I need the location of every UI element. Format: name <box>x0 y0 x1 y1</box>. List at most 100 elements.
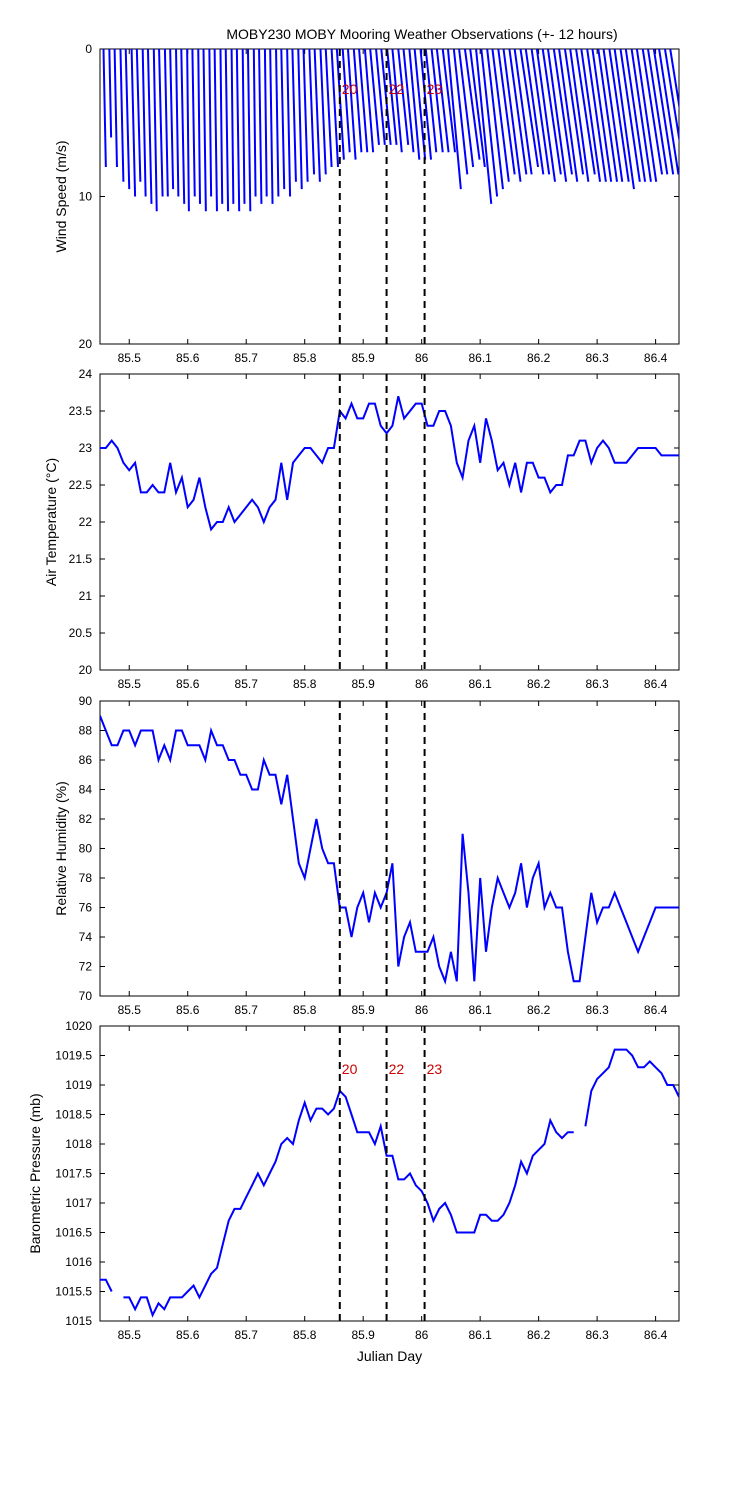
wind-stick <box>491 49 510 182</box>
y-tick-label: 1019.5 <box>55 1049 92 1063</box>
wind-stick <box>475 49 493 204</box>
x-tick-label: 85.6 <box>176 677 200 691</box>
wind-stick <box>197 49 202 204</box>
wind-stick <box>647 49 669 175</box>
y-tick-label: 70 <box>79 989 93 1003</box>
wind-stick <box>497 49 516 175</box>
x-tick-label: 85.8 <box>293 351 317 365</box>
y-axis-label: Air Temperature (°C) <box>43 458 59 586</box>
y-tick-label: 74 <box>79 930 93 944</box>
wind-stick <box>230 49 235 204</box>
wind-stick <box>458 49 475 168</box>
wind-stick <box>224 49 230 212</box>
y-tick-label: 22.5 <box>69 478 93 492</box>
x-tick-label: 86 <box>415 1003 429 1017</box>
wind-stick <box>430 49 444 153</box>
event-label: 20 <box>342 1061 358 1077</box>
series-line <box>100 395 679 532</box>
wind-stick <box>135 49 142 182</box>
wind-stick <box>519 49 540 168</box>
wind-stick <box>508 49 528 175</box>
y-tick-label: 22 <box>79 515 93 529</box>
x-tick-label: 86 <box>415 1328 429 1342</box>
wind-stick <box>641 49 664 175</box>
wind-stick <box>130 49 137 197</box>
x-tick-label: 85.6 <box>176 1328 200 1342</box>
y-tick-label: 23.5 <box>69 404 93 418</box>
wind-stick <box>524 49 545 175</box>
x-tick-label: 86.2 <box>527 1328 551 1342</box>
wind-stick <box>630 49 652 182</box>
wind-stick <box>535 49 557 182</box>
wind-stick <box>446 49 462 190</box>
x-axis-label: Julian Day <box>357 1348 422 1364</box>
wind-stick <box>441 49 456 153</box>
wind-stick <box>435 49 450 153</box>
y-tick-label: 0 <box>85 42 92 56</box>
wind-stick <box>608 49 630 182</box>
wind-stick <box>586 49 607 182</box>
wind-stick <box>513 49 533 175</box>
x-tick-label: 86.1 <box>468 1003 492 1017</box>
data-layer <box>100 1048 679 1318</box>
y-tick-label: 1016.5 <box>55 1226 92 1240</box>
wind-stick <box>113 49 118 168</box>
wind-stick <box>375 49 386 145</box>
y-tick-label: 1018 <box>65 1137 92 1151</box>
wind-stick <box>469 49 486 168</box>
wind-stick <box>202 49 207 212</box>
wind-stick <box>208 49 213 197</box>
wind-stick <box>141 49 147 197</box>
y-tick-label: 86 <box>79 753 93 767</box>
x-tick-label: 86.2 <box>527 1003 551 1017</box>
wind-stick <box>424 49 438 153</box>
wind-stick <box>346 49 357 160</box>
wind-stick <box>663 49 679 144</box>
x-tick-label: 85.8 <box>293 1003 317 1017</box>
wind-stick <box>575 49 596 175</box>
wind-stick <box>263 49 268 197</box>
wind-stick <box>163 49 169 197</box>
wind-stick <box>175 49 180 197</box>
x-tick-label: 85.5 <box>118 1328 142 1342</box>
event-label: 22 <box>389 81 405 97</box>
plot-area <box>99 373 680 671</box>
wind-stick <box>480 49 499 197</box>
wind-stick <box>613 49 635 190</box>
wind-stick <box>319 49 327 175</box>
wind-stick <box>280 49 286 190</box>
y-tick-label: 1020 <box>65 1019 92 1033</box>
wind-stick <box>652 49 675 175</box>
wind-stick <box>108 49 113 138</box>
x-tick-label: 86.1 <box>468 1328 492 1342</box>
x-tick-label: 86.3 <box>585 1328 609 1342</box>
panel-2: 85.5 85.6 85.7 85.8 85.9 86 86.1 86.2 86.3 86.4 20… <box>43 367 680 691</box>
y-tick-label: 72 <box>79 960 93 974</box>
wind-stick <box>341 49 351 153</box>
wind-stick <box>313 49 321 182</box>
wind-stick <box>419 49 433 160</box>
wind-stick <box>152 49 158 212</box>
x-tick-label: 86.1 <box>468 351 492 365</box>
x-tick-label: 86.3 <box>585 1003 609 1017</box>
wind-stick <box>602 49 624 182</box>
wind-stick <box>624 49 647 182</box>
wind-stick <box>486 49 504 190</box>
x-tick-label: 85.6 <box>176 351 200 365</box>
series-line <box>123 1089 574 1318</box>
y-tick-label: 84 <box>79 783 93 797</box>
wind-stick <box>269 49 274 204</box>
wind-stick <box>275 49 280 197</box>
panel-1: 85.5 85.6 85.7 85.8 85.9 86 86.1 86.2 86.3 86.4 0 1… <box>53 42 680 365</box>
wind-stick <box>558 49 579 182</box>
y-tick-label: 1015.5 <box>55 1285 92 1299</box>
y-tick-label: 1018.5 <box>55 1108 92 1122</box>
wind-stick <box>180 49 186 204</box>
wind-stick <box>241 49 246 204</box>
wind-stick <box>658 49 679 175</box>
wind-stick <box>408 49 421 160</box>
wind-stick <box>158 49 164 197</box>
y-tick-label: 1017.5 <box>55 1167 92 1181</box>
wind-stick <box>324 49 333 168</box>
